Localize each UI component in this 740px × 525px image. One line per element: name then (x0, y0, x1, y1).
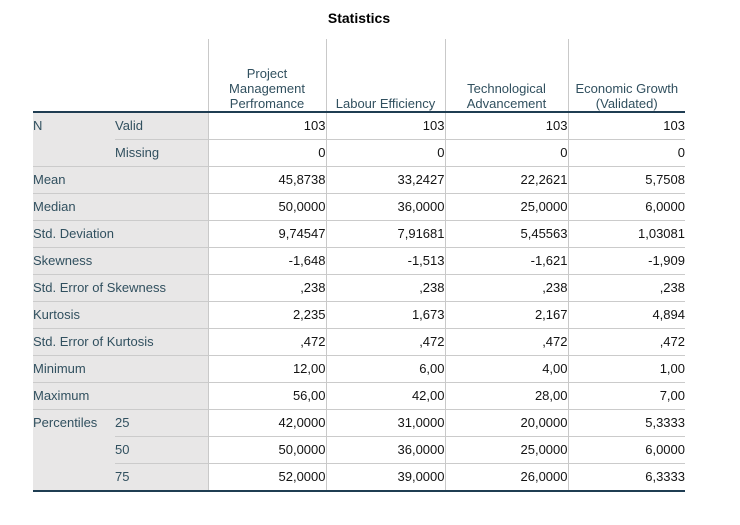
table-row: Maximum 56,00 42,00 28,00 7,00 (33, 382, 685, 410)
cell-value: 103 (207, 112, 326, 140)
table-row: Mean 45,8738 33,2427 22,2621 5,7508 (33, 166, 685, 194)
cell-value: 1,00 (567, 355, 685, 383)
cell-value: 20,0000 (444, 409, 568, 437)
row-label: Mean (33, 166, 208, 194)
cell-value: 33,2427 (325, 166, 445, 194)
table-row: Std. Error of Skewness ,238,238,238,238 (33, 274, 685, 302)
cell-value: 0 (567, 139, 685, 167)
row-sublabel: 75 (115, 463, 208, 491)
cell-value: 6,0000 (567, 436, 685, 464)
cell-value: ,238 (207, 274, 326, 302)
row-label: Kurtosis (33, 301, 208, 329)
table-row: Percentiles 25 42,0000 31,0000 20,0000 5,3333 (33, 409, 685, 491)
spss-output-region: Statistics Project Management Perfromanc… (33, 10, 685, 492)
table-row: 75 52,0000 39,0000 26,0000 6,3333 (33, 463, 685, 491)
cell-value: 56,00 (207, 382, 326, 410)
row-sublabel: Valid (115, 112, 208, 140)
cell-value: -1,513 (325, 247, 445, 275)
row-label: Std. Error of Skewness (33, 274, 208, 302)
table-title: Statistics (327, 10, 391, 26)
table-header: Project Management Perfromance Labour Eff… (33, 39, 685, 113)
table-body: N Valid 103 103 103 103 Missing 0 0 0 0 Mean 45,8738… (33, 112, 685, 491)
cell-value: 2,235 (207, 301, 326, 329)
cell-value: 0 (207, 139, 326, 167)
cell-value: 22,2621 (444, 166, 568, 194)
cell-value: 5,3333 (567, 409, 685, 437)
cell-value: 42,0000 (207, 409, 326, 437)
cell-value: 2,167 (444, 301, 568, 329)
column-header: Project Management Perfromance (207, 39, 326, 113)
cell-value: 36,0000 (325, 436, 445, 464)
cell-value: 25,0000 (444, 193, 568, 221)
table-row: Std. Error of Kurtosis ,472,472,472,472 (33, 328, 685, 356)
table-row: Skewness -1,648 -1,513 -1,621 -1,909 (33, 247, 685, 275)
cell-value: 50,0000 (207, 193, 326, 221)
row-label: Minimum (33, 355, 208, 383)
row-sublabel: Missing (115, 139, 208, 167)
row-label: Median (33, 193, 208, 221)
cell-value: 1,03081 (567, 220, 685, 248)
statistics-table: Project Management Perfromance Labour Eff… (33, 39, 685, 492)
row-sublabel: 50 (115, 436, 208, 464)
cell-value: 0 (325, 139, 445, 167)
cell-value: 4,894 (567, 301, 685, 329)
column-header: Economic Growth (Validated) (567, 39, 685, 113)
row-label: Std. Error of Kurtosis (33, 328, 208, 356)
cell-value: 52,0000 (207, 463, 326, 491)
cell-value: 36,0000 (325, 193, 445, 221)
cell-value: 4,00 (444, 355, 568, 383)
row-label: Skewness (33, 247, 208, 275)
cell-value: ,472 (207, 328, 326, 356)
row-sublabel: 25 (115, 409, 208, 437)
cell-value: ,238 (567, 274, 685, 302)
table-row: N Valid 103 103 103 103 (33, 112, 685, 167)
cell-value: 7,91681 (325, 220, 445, 248)
row-label: N (33, 112, 115, 167)
cell-value: 9,74547 (207, 220, 326, 248)
table-row: Median 50,0000 36,0000 25,0000 6,0000 (33, 193, 685, 221)
cell-value: -1,909 (567, 247, 685, 275)
cell-value: 103 (325, 112, 445, 140)
table-row: Std. Deviation 9,74547 7,91681 5,45563 1,030… (33, 220, 685, 248)
table-row: Kurtosis 2,235 1,673 2,167 4,894 (33, 301, 685, 329)
table-row: Missing 0 0 0 0 (33, 139, 685, 167)
cell-value: 6,0000 (567, 193, 685, 221)
header-row: Project Management Perfromance Labour Eff… (33, 39, 685, 113)
cell-value: 1,673 (325, 301, 445, 329)
cell-value: 39,0000 (325, 463, 445, 491)
cell-value: 45,8738 (207, 166, 326, 194)
cell-value: 7,00 (567, 382, 685, 410)
cell-value: ,238 (444, 274, 568, 302)
cell-value: ,238 (325, 274, 445, 302)
column-header: Labour Efficiency (325, 39, 445, 113)
cell-value: 5,7508 (567, 166, 685, 194)
cell-value: 42,00 (325, 382, 445, 410)
cell-value: 0 (444, 139, 568, 167)
cell-value: 31,0000 (325, 409, 445, 437)
cell-value: ,472 (567, 328, 685, 356)
column-header: Technological Advancement (444, 39, 568, 113)
cell-value: 6,3333 (567, 463, 685, 491)
cell-value: 6,00 (325, 355, 445, 383)
stub-header-cell (33, 39, 208, 113)
row-label: Std. Deviation (33, 220, 208, 248)
table-row: 50 50,0000 36,0000 25,0000 6,0000 (33, 436, 685, 464)
cell-value: 103 (567, 112, 685, 140)
row-label: Maximum (33, 382, 208, 410)
table-row: Minimum 12,00 6,00 4,00 1,00 (33, 355, 685, 383)
cell-value: 5,45563 (444, 220, 568, 248)
cell-value: 103 (444, 112, 568, 140)
cell-value: -1,621 (444, 247, 568, 275)
cell-value: 12,00 (207, 355, 326, 383)
cell-value: 25,0000 (444, 436, 568, 464)
cell-value: 28,00 (444, 382, 568, 410)
cell-value: 26,0000 (444, 463, 568, 491)
cell-value: 50,0000 (207, 436, 326, 464)
cell-value: -1,648 (207, 247, 326, 275)
row-label: Percentiles (33, 409, 115, 491)
cell-value: ,472 (444, 328, 568, 356)
cell-value: ,472 (325, 328, 445, 356)
